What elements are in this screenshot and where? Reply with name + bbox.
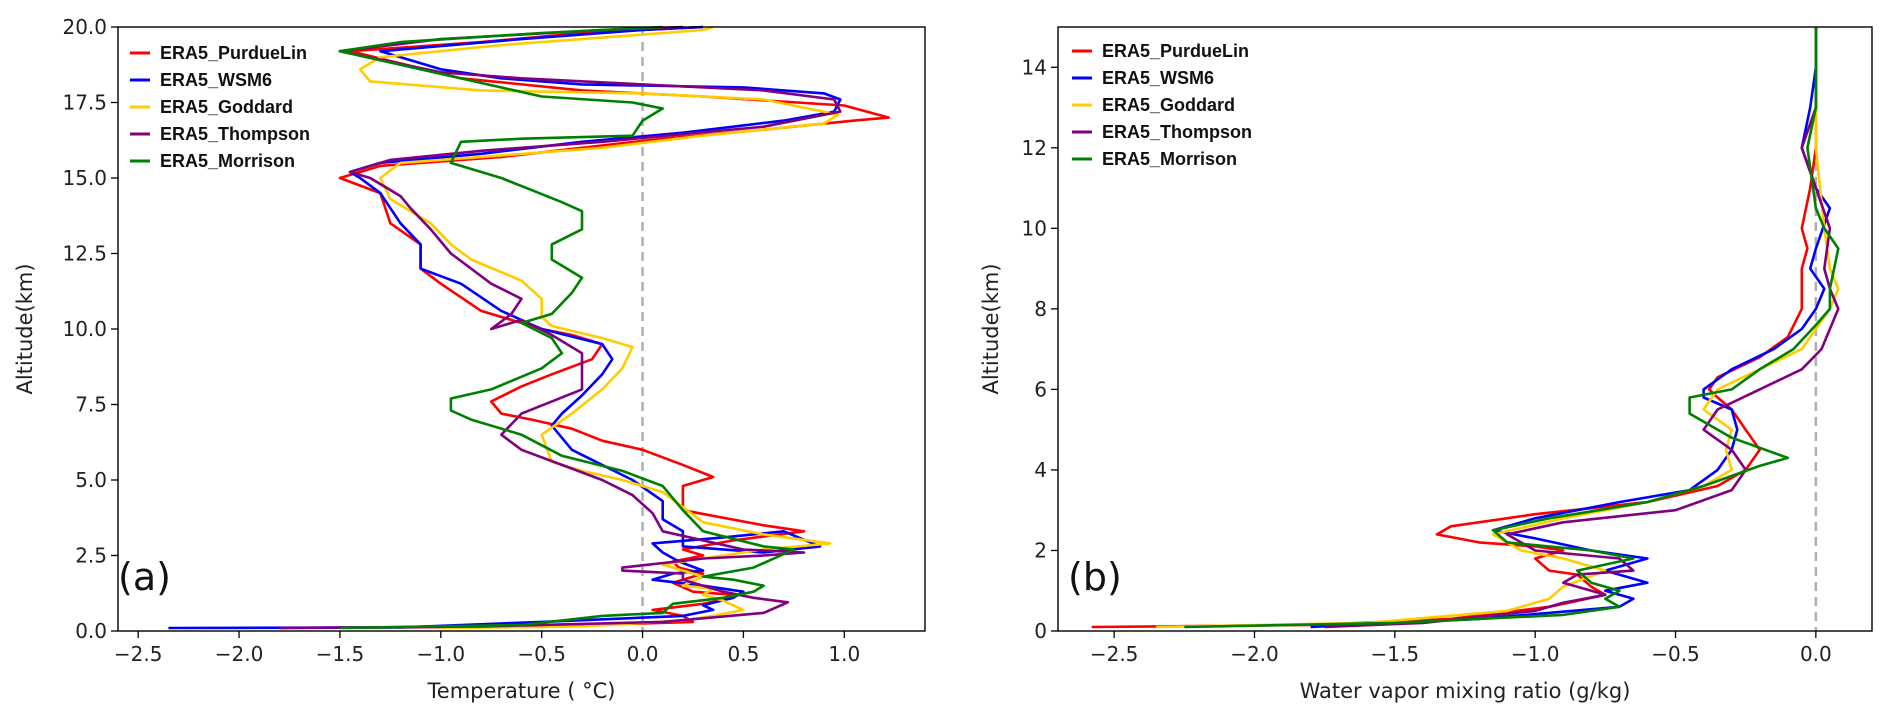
legend-item: ERA5_Morrison [130,151,295,171]
y-tick-label: 5.0 [75,468,107,492]
y-tick-label: 14 [1022,55,1047,79]
legend-label: ERA5_Goddard [160,97,293,117]
legend: ERA5_PurdueLin ERA5_WSM6 ERA5_Goddard ERA5_… [1072,41,1252,169]
y-tick-label: 2.5 [75,544,107,568]
series-layer [168,25,891,631]
series-line-era5-thompson [1324,27,1840,629]
legend-label: ERA5_Morrison [160,151,295,171]
series-line-era5-goddard [358,25,840,630]
x-tick-label: −2.0 [1230,642,1279,666]
legend-item: ERA5_WSM6 [130,70,272,90]
y-tick-label: 12.5 [62,242,107,266]
y-axis-ticks: 0.0 2.5 5.0 7.5 10.0 12.5 15.0 17.5 20.0 [62,15,118,643]
y-axis-label: Altitude(km) [13,263,37,394]
legend-item: ERA5_PurdueLin [130,43,307,63]
x-axis-ticks: −2.5 −2.0 −1.5 −1.0 −0.5 0.0 [1090,631,1832,666]
series-line-era5-goddard [1156,27,1840,629]
legend-item: ERA5_Goddard [130,97,293,117]
legend: ERA5_PurdueLin ERA5_WSM6 ERA5_Goddard ERA5_… [130,43,310,171]
y-tick-label: 20.0 [62,15,107,39]
panel-temperature: −2.5 −2.0 −1.5 −1.0 −0.5 0.0 0.5 1.0 0.0 2.5 5.0 7… [13,15,926,703]
y-tick-label: 8 [1034,297,1047,321]
x-tick-label: −0.5 [517,642,566,666]
y-tick-label: 12 [1022,136,1047,160]
x-tick-label: −2.0 [215,642,264,666]
y-tick-label: 10.0 [62,317,107,341]
legend-label: ERA5_Morrison [1102,149,1237,169]
y-tick-label: 6 [1034,377,1047,401]
legend-item: ERA5_Goddard [1072,95,1235,115]
series-line-era5-morrison [338,25,796,630]
y-tick-label: 7.5 [75,393,107,417]
legend-label: ERA5_Goddard [1102,95,1235,115]
y-axis-label: Altitude(km) [979,263,1003,394]
x-tick-label: −1.0 [417,642,466,666]
x-tick-label: 1.0 [828,642,860,666]
y-axis-ticks: 0 2 4 6 8 10 12 14 [1022,55,1058,643]
series-layer [1091,27,1840,631]
series-line-era5-purduelin [1091,27,1818,629]
legend-item: ERA5_PurdueLin [1072,41,1249,61]
y-tick-label: 15.0 [62,166,107,190]
series-line-era5-wsm6 [1310,27,1832,629]
legend-label: ERA5_WSM6 [1102,68,1214,88]
x-axis-ticks: −2.5 −2.0 −1.5 −1.0 −0.5 0.0 0.5 1.0 [114,631,860,666]
panel-label: (a) [118,555,171,599]
series-line-era5-thompson [279,25,842,630]
legend-item: ERA5_WSM6 [1072,68,1214,88]
panel-label: (b) [1068,555,1122,599]
legend-item: ERA5_Thompson [130,124,310,144]
y-tick-label: 0.0 [75,619,107,643]
x-axis-label: Temperature ( °C) [427,679,616,703]
x-tick-label: 0.5 [728,642,760,666]
legend-label: ERA5_WSM6 [160,70,272,90]
legend-label: ERA5_Thompson [160,124,310,144]
legend-item: ERA5_Thompson [1072,122,1252,142]
series-line-era5-morrison [1184,27,1840,629]
x-tick-label: −0.5 [1651,642,1700,666]
legend-label: ERA5_Thompson [1102,122,1252,142]
x-tick-label: −1.5 [1371,642,1420,666]
y-tick-label: 4 [1034,458,1047,482]
legend-item: ERA5_Morrison [1072,149,1237,169]
x-tick-label: −2.5 [1090,642,1139,666]
x-tick-label: 0.0 [627,642,659,666]
x-tick-label: −2.5 [114,642,163,666]
legend-label: ERA5_PurdueLin [1102,41,1249,61]
x-tick-label: 0.0 [1800,642,1832,666]
x-axis-label: Water vapor mixing ratio (g/kg) [1300,679,1631,703]
x-tick-label: −1.5 [316,642,365,666]
x-tick-label: −1.0 [1511,642,1560,666]
legend-label: ERA5_PurdueLin [160,43,307,63]
y-tick-label: 17.5 [62,91,107,115]
series-line-era5-wsm6 [168,25,842,630]
y-tick-label: 0 [1034,619,1047,643]
y-tick-label: 10 [1022,216,1047,240]
panel-mixing-ratio: −2.5 −2.0 −1.5 −1.0 −0.5 0.0 0 2 4 6 8 10 12 14 Wate… [979,26,1873,703]
y-tick-label: 2 [1034,538,1047,562]
plot-frame [1057,26,1873,632]
